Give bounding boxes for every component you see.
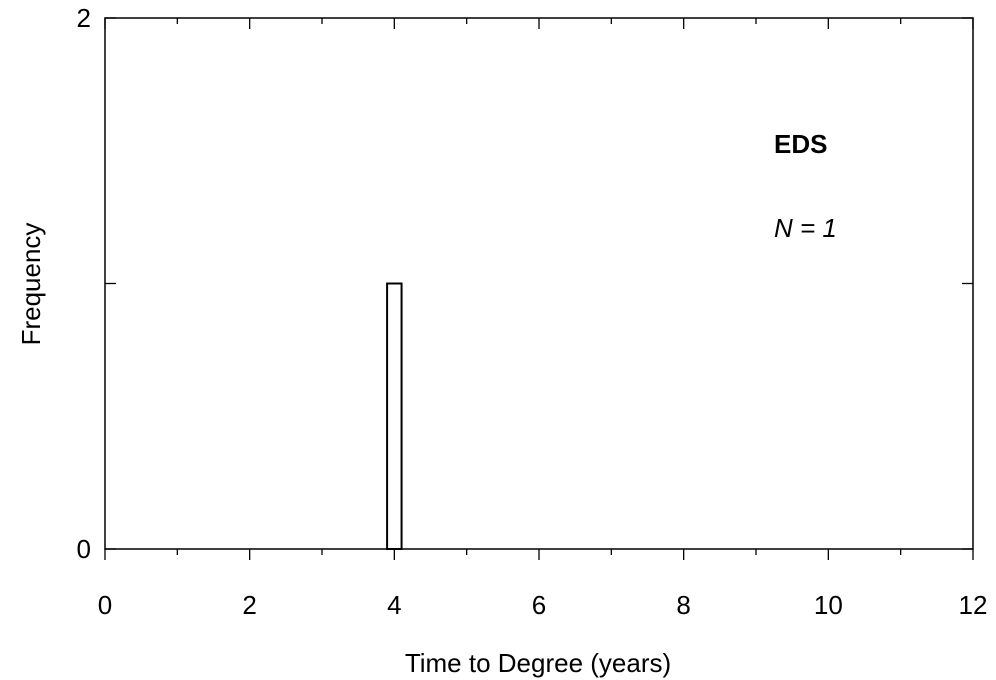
x-tick-label: 2 (242, 590, 256, 620)
x-axis-ticks: 0 2 4 6 8 10 12 (98, 18, 988, 620)
n-annotation: N = 1 (774, 213, 837, 243)
y-tick-label: 0 (77, 534, 91, 564)
x-axis-label: Time to Degree (years) (405, 648, 671, 678)
y-axis-label: Frequency (16, 223, 46, 346)
y-tick-label: 2 (77, 3, 91, 33)
plot-frame (104, 17, 974, 550)
x-tick-label: 0 (98, 590, 112, 620)
bars (386, 282, 403, 550)
x-tick-label: 6 (532, 590, 546, 620)
y-axis-ticks: 02 (77, 3, 973, 564)
histogram-bar (386, 282, 403, 550)
x-tick-label: 8 (676, 590, 690, 620)
plot-border (104, 17, 974, 550)
group-annotation: EDS (774, 129, 827, 159)
x-tick-label: 12 (959, 590, 988, 620)
x-tick-label: 4 (387, 590, 401, 620)
x-tick-label: 10 (814, 590, 843, 620)
